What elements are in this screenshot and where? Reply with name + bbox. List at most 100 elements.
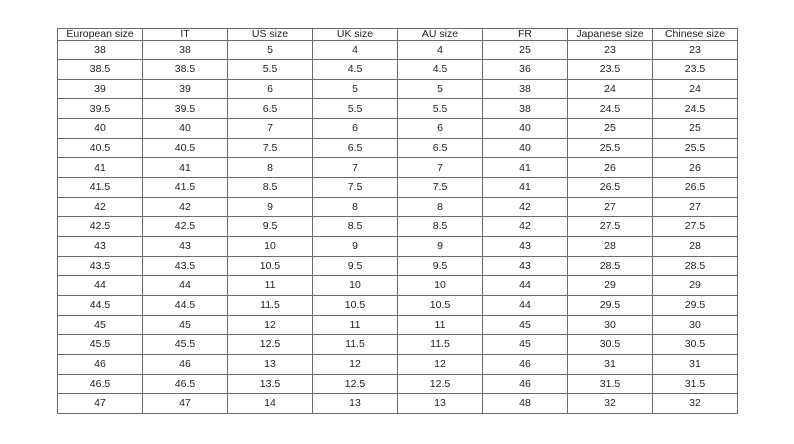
table-cell: 44 xyxy=(57,275,143,297)
table-cell: 6.5 xyxy=(227,98,313,120)
table-cell: 40 xyxy=(482,118,568,139)
table-row: 42 42 9 8 8 42 27 27 xyxy=(57,196,738,218)
table-cell: 39.5 xyxy=(57,98,143,120)
table-cell: 43.5 xyxy=(142,255,228,277)
column-header-uk-size: UK size xyxy=(312,28,398,41)
table-cell: 8.5 xyxy=(397,216,483,238)
table-row: 45 45 12 11 11 45 30 30 xyxy=(57,314,738,336)
table-cell: 45.5 xyxy=(142,334,228,355)
table-cell: 5.5 xyxy=(312,98,398,120)
table-cell: 12 xyxy=(397,354,483,375)
table-cell: 8 xyxy=(227,157,313,179)
table-cell: 31 xyxy=(652,354,738,375)
table-cell: 7 xyxy=(227,118,313,139)
table-cell: 12.5 xyxy=(312,373,398,395)
table-cell: 25.5 xyxy=(567,137,653,159)
table-cell: 46 xyxy=(142,354,228,375)
table-cell: 6 xyxy=(397,118,483,139)
table-cell: 24 xyxy=(567,78,653,100)
table-cell: 30.5 xyxy=(652,334,738,355)
table-cell: 43.5 xyxy=(57,255,143,277)
table-cell: 13 xyxy=(227,354,313,375)
table-row: 44.5 44.5 11.5 10.5 10.5 44 29.5 29.5 xyxy=(57,295,738,316)
column-header-fr: FR xyxy=(482,28,568,41)
table-cell: 36 xyxy=(482,59,568,80)
table-cell: 31 xyxy=(567,354,653,375)
table-cell: 11.5 xyxy=(227,295,313,316)
table-cell: 45.5 xyxy=(57,334,143,355)
table-cell: 38 xyxy=(57,39,143,61)
table-cell: 12 xyxy=(227,314,313,336)
table-cell: 43 xyxy=(482,255,568,277)
table-row: 41.5 41.5 8.5 7.5 7.5 41 26.5 26.5 xyxy=(57,177,738,198)
table-cell: 27 xyxy=(567,196,653,218)
table-cell: 42 xyxy=(482,216,568,238)
table-cell: 44 xyxy=(482,275,568,297)
table-cell: 4.5 xyxy=(312,59,398,80)
table-cell: 7.5 xyxy=(227,137,313,159)
column-header-au-size: AU size xyxy=(397,28,483,41)
table-row: 41 41 8 7 7 41 26 26 xyxy=(57,157,738,179)
table-cell: 42.5 xyxy=(142,216,228,238)
table-cell: 46 xyxy=(482,354,568,375)
table-body: 38 38 5 4 4 25 23 23 38.5 38.5 5.5 4.5 4.5 36 23.5 23.5… xyxy=(57,39,738,414)
table-cell: 44 xyxy=(482,295,568,316)
table-cell: 46 xyxy=(482,373,568,395)
table-cell: 27.5 xyxy=(652,216,738,238)
table-row: 45.5 45.5 12.5 11.5 11.5 45 30.5 30.5 xyxy=(57,334,738,355)
table-cell: 23.5 xyxy=(567,59,653,80)
table-cell: 25.5 xyxy=(652,137,738,159)
table-cell: 9.5 xyxy=(227,216,313,238)
table-cell: 6.5 xyxy=(312,137,398,159)
header-row: European size IT US size UK size AU size… xyxy=(57,28,738,41)
table-row: 39.5 39.5 6.5 5.5 5.5 38 24.5 24.5 xyxy=(57,98,738,120)
table-cell: 5.5 xyxy=(227,59,313,80)
table-cell: 7.5 xyxy=(397,177,483,198)
table-cell: 47 xyxy=(142,393,228,414)
table-cell: 6.5 xyxy=(397,137,483,159)
table-cell: 5 xyxy=(312,78,398,100)
table-cell: 41 xyxy=(57,157,143,179)
table-cell: 11 xyxy=(227,275,313,297)
table-cell: 31.5 xyxy=(567,373,653,395)
column-header-it: IT xyxy=(142,28,228,41)
table-cell: 7.5 xyxy=(312,177,398,198)
table-cell: 10.5 xyxy=(227,255,313,277)
table-cell: 11.5 xyxy=(312,334,398,355)
column-header-chinese-size: Chinese size xyxy=(652,28,738,41)
table-cell: 28.5 xyxy=(567,255,653,277)
table-cell: 10.5 xyxy=(312,295,398,316)
table-cell: 44.5 xyxy=(142,295,228,316)
table-cell: 42 xyxy=(57,196,143,218)
table-cell: 39.5 xyxy=(142,98,228,120)
table-cell: 44 xyxy=(142,275,228,297)
table-cell: 40.5 xyxy=(142,137,228,159)
table-cell: 43 xyxy=(142,236,228,257)
table-cell: 30.5 xyxy=(567,334,653,355)
table-cell: 40 xyxy=(142,118,228,139)
table-cell: 13.5 xyxy=(227,373,313,395)
table-cell: 48 xyxy=(482,393,568,414)
table-row: 46 46 13 12 12 46 31 31 xyxy=(57,354,738,375)
table-cell: 12 xyxy=(312,354,398,375)
table-cell: 24 xyxy=(652,78,738,100)
table-cell: 45 xyxy=(57,314,143,336)
table-cell: 4 xyxy=(312,39,398,61)
table-cell: 32 xyxy=(652,393,738,414)
table-cell: 11 xyxy=(312,314,398,336)
table-cell: 42 xyxy=(482,196,568,218)
table-cell: 28.5 xyxy=(652,255,738,277)
table-row: 47 47 14 13 13 48 32 32 xyxy=(57,393,738,414)
table-cell: 29.5 xyxy=(567,295,653,316)
column-header-us-size: US size xyxy=(227,28,313,41)
table-cell: 10 xyxy=(397,275,483,297)
table-cell: 45 xyxy=(142,314,228,336)
table-cell: 12.5 xyxy=(227,334,313,355)
table-cell: 10 xyxy=(227,236,313,257)
table-cell: 8.5 xyxy=(227,177,313,198)
table-cell: 28 xyxy=(652,236,738,257)
table-cell: 23.5 xyxy=(652,59,738,80)
table-cell: 43 xyxy=(57,236,143,257)
table-row: 38 38 5 4 4 25 23 23 xyxy=(57,39,738,61)
table-cell: 39 xyxy=(57,78,143,100)
